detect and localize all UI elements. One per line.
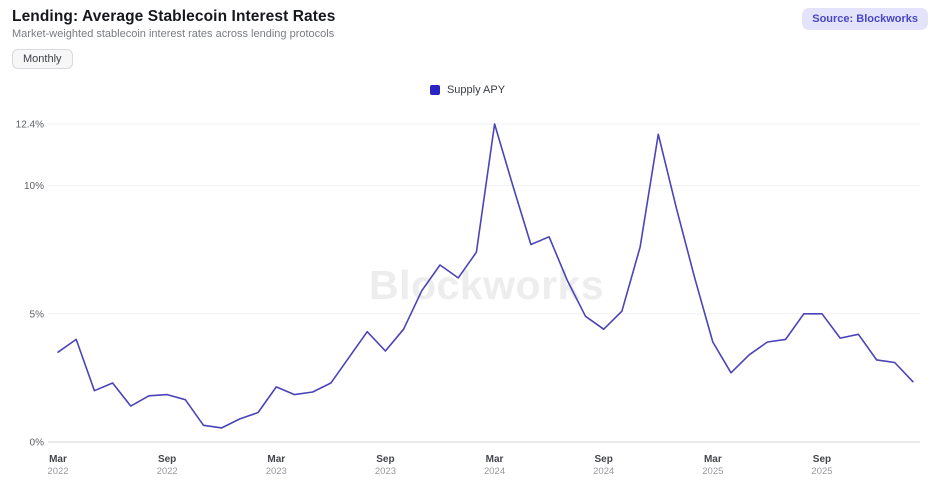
x-axis-tick-year: 2025 (702, 466, 723, 477)
x-axis-tick-month: Mar (486, 454, 504, 465)
x-axis-tick-year: 2024 (484, 466, 505, 477)
x-axis-tick-month: Sep (376, 454, 394, 465)
legend-supply-apy[interactable]: Supply APY (0, 84, 935, 96)
supply-apy-line (57, 123, 914, 429)
page-title: Lending: Average Stablecoin Interest Rat… (12, 8, 336, 25)
x-axis-tick-year: 2023 (266, 466, 287, 477)
legend-label: Supply APY (446, 84, 506, 96)
x-axis-tick-month: Mar (267, 454, 285, 465)
x-axis-tick-month: Mar (704, 454, 722, 465)
frequency-monthly-button[interactable]: Monthly (12, 49, 73, 69)
x-axis-tick-month: Sep (595, 454, 613, 465)
y-axis-tick-label: 5% (30, 309, 45, 320)
y-axis-tick-label: 0% (30, 438, 45, 449)
y-axis-tick-label: 10% (24, 181, 44, 192)
blockworks-watermark: Blockworks (369, 262, 605, 308)
x-axis-tick-year: 2022 (47, 466, 68, 477)
x-axis-tick-year: 2022 (157, 466, 178, 477)
y-axis-tick-label: 12.4% (16, 120, 44, 131)
x-axis-tick-year: 2025 (811, 466, 832, 477)
x-axis-tick-month: Mar (49, 454, 67, 465)
x-axis-tick-month: Sep (813, 454, 831, 465)
x-axis-tick-month: Sep (158, 454, 176, 465)
x-axis-tick-year: 2024 (593, 466, 614, 477)
chart-subtitle: Market-weighted stablecoin interest rate… (12, 28, 335, 40)
legend-swatch-icon (429, 85, 440, 95)
source-badge[interactable]: Source: Blockworks (802, 8, 928, 30)
x-axis-tick-year: 2023 (375, 466, 396, 477)
